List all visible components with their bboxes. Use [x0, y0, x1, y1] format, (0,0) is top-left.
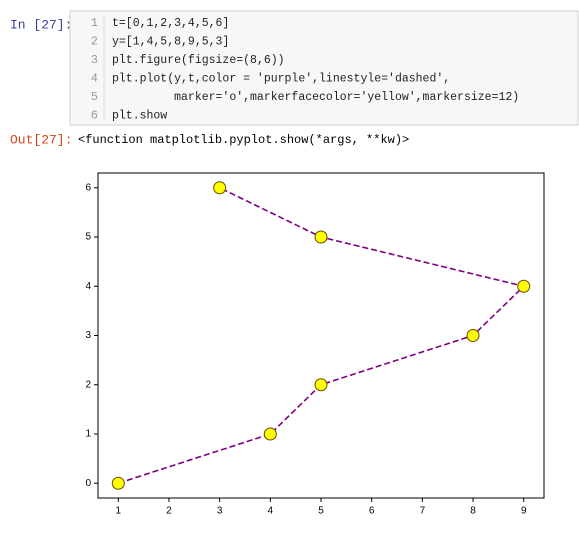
output-text: <function matplotlib.pyplot.show(*args, … — [78, 133, 409, 147]
data-marker — [263, 427, 277, 441]
x-tick-label: 7 — [420, 506, 426, 517]
out-prompt: Out[27]: — [10, 132, 72, 147]
y-tick-label: 2 — [85, 379, 91, 390]
data-marker — [213, 181, 227, 195]
code-line: plt.plot(y,t,color = 'purple',linestyle=… — [112, 73, 450, 86]
code-line: t=[0,1,2,3,4,5,6] — [112, 17, 229, 30]
x-tick-label: 4 — [268, 506, 274, 517]
line-number: 1 — [91, 16, 98, 30]
data-marker — [517, 279, 531, 293]
data-marker — [314, 378, 328, 392]
line-number: 6 — [91, 109, 98, 123]
line-number: 2 — [91, 35, 98, 49]
y-tick-label: 4 — [85, 281, 91, 292]
x-tick-label: 2 — [166, 506, 172, 517]
x-tick-label: 1 — [115, 506, 121, 517]
code-line: plt.show — [112, 110, 167, 123]
data-marker — [111, 476, 125, 490]
y-tick-label: 5 — [85, 232, 91, 243]
x-tick-label: 8 — [470, 506, 476, 517]
y-tick-label: 3 — [85, 330, 91, 341]
code-cell[interactable] — [69, 10, 579, 126]
code-line: y=[1,4,5,8,9,5,3] — [112, 36, 229, 49]
in-prompt: In [27]: — [10, 17, 72, 32]
y-tick-label: 6 — [85, 182, 91, 193]
line-number: 3 — [91, 53, 98, 67]
line-number: 5 — [91, 90, 98, 104]
code-line: marker='o',markerfacecolor='yellow',mark… — [112, 91, 519, 104]
data-marker — [314, 230, 328, 244]
x-tick-label: 9 — [521, 506, 527, 517]
x-tick-label: 5 — [318, 506, 324, 517]
data-marker — [466, 329, 480, 342]
code-line: plt.figure(figsize=(8,6)) — [112, 54, 285, 67]
y-tick-label: 0 — [85, 478, 91, 489]
y-tick-label: 1 — [85, 429, 91, 440]
line-number: 4 — [91, 72, 98, 86]
x-tick-label: 3 — [217, 506, 223, 517]
x-tick-label: 6 — [369, 506, 375, 517]
